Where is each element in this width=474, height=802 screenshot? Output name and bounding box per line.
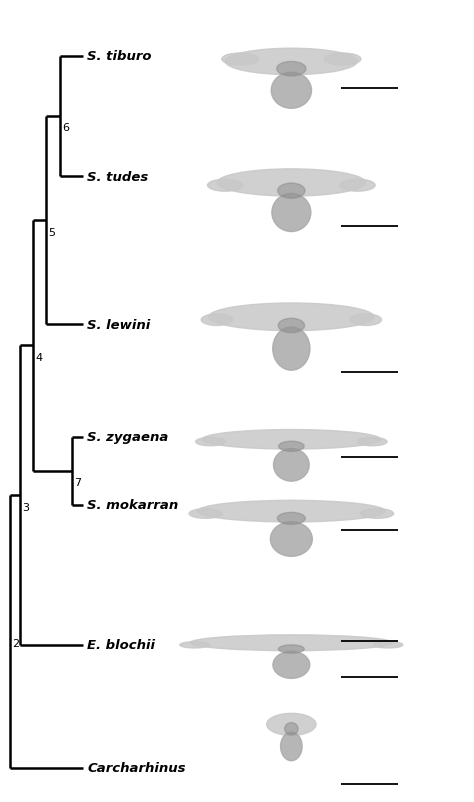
Ellipse shape (197, 500, 385, 522)
Ellipse shape (278, 645, 304, 654)
Ellipse shape (374, 642, 403, 648)
Ellipse shape (279, 442, 304, 452)
Text: 6: 6 (62, 124, 69, 133)
Ellipse shape (180, 642, 210, 648)
Ellipse shape (273, 327, 310, 371)
Text: S. mokarran: S. mokarran (87, 499, 178, 512)
Ellipse shape (277, 512, 305, 525)
Ellipse shape (324, 54, 361, 66)
Ellipse shape (190, 635, 393, 651)
Ellipse shape (271, 73, 311, 109)
Ellipse shape (196, 438, 226, 446)
Ellipse shape (273, 651, 310, 678)
Ellipse shape (278, 319, 305, 334)
Text: 4: 4 (35, 352, 42, 363)
Text: S. lewini: S. lewini (87, 318, 150, 331)
Ellipse shape (217, 169, 365, 196)
Ellipse shape (270, 522, 312, 557)
Ellipse shape (281, 732, 302, 761)
Text: E. blochii: E. blochii (87, 638, 155, 652)
Ellipse shape (272, 194, 311, 233)
Text: 5: 5 (48, 227, 55, 237)
Ellipse shape (189, 509, 222, 519)
Ellipse shape (360, 509, 393, 519)
Text: S. tudes: S. tudes (87, 170, 148, 184)
Text: Carcharhinus: Carcharhinus (87, 761, 186, 774)
Text: S. zygaena: S. zygaena (87, 431, 169, 444)
Ellipse shape (201, 314, 233, 326)
Ellipse shape (357, 438, 387, 446)
Ellipse shape (273, 449, 309, 481)
Text: 3: 3 (22, 502, 29, 512)
Ellipse shape (277, 63, 306, 77)
Ellipse shape (350, 314, 382, 326)
Text: S. tiburo: S. tiburo (87, 51, 152, 63)
Text: 7: 7 (74, 477, 81, 488)
Ellipse shape (226, 49, 357, 75)
Ellipse shape (208, 180, 243, 192)
Ellipse shape (284, 723, 298, 735)
Text: 2: 2 (12, 638, 19, 648)
Ellipse shape (267, 714, 316, 735)
Ellipse shape (209, 304, 374, 331)
Ellipse shape (278, 184, 305, 199)
Ellipse shape (222, 54, 258, 66)
Ellipse shape (340, 180, 375, 192)
Ellipse shape (202, 430, 381, 449)
